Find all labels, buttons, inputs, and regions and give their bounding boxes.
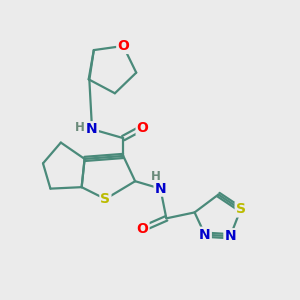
Text: S: S <box>100 192 110 206</box>
Text: O: O <box>117 39 129 53</box>
Text: H: H <box>151 170 161 183</box>
Text: S: S <box>236 202 246 216</box>
Text: H: H <box>75 121 85 134</box>
Text: O: O <box>136 121 148 135</box>
Text: O: O <box>136 222 148 236</box>
Text: N: N <box>224 229 236 243</box>
Text: N: N <box>199 228 211 242</box>
Text: N: N <box>154 182 166 196</box>
Text: N: N <box>86 122 98 136</box>
